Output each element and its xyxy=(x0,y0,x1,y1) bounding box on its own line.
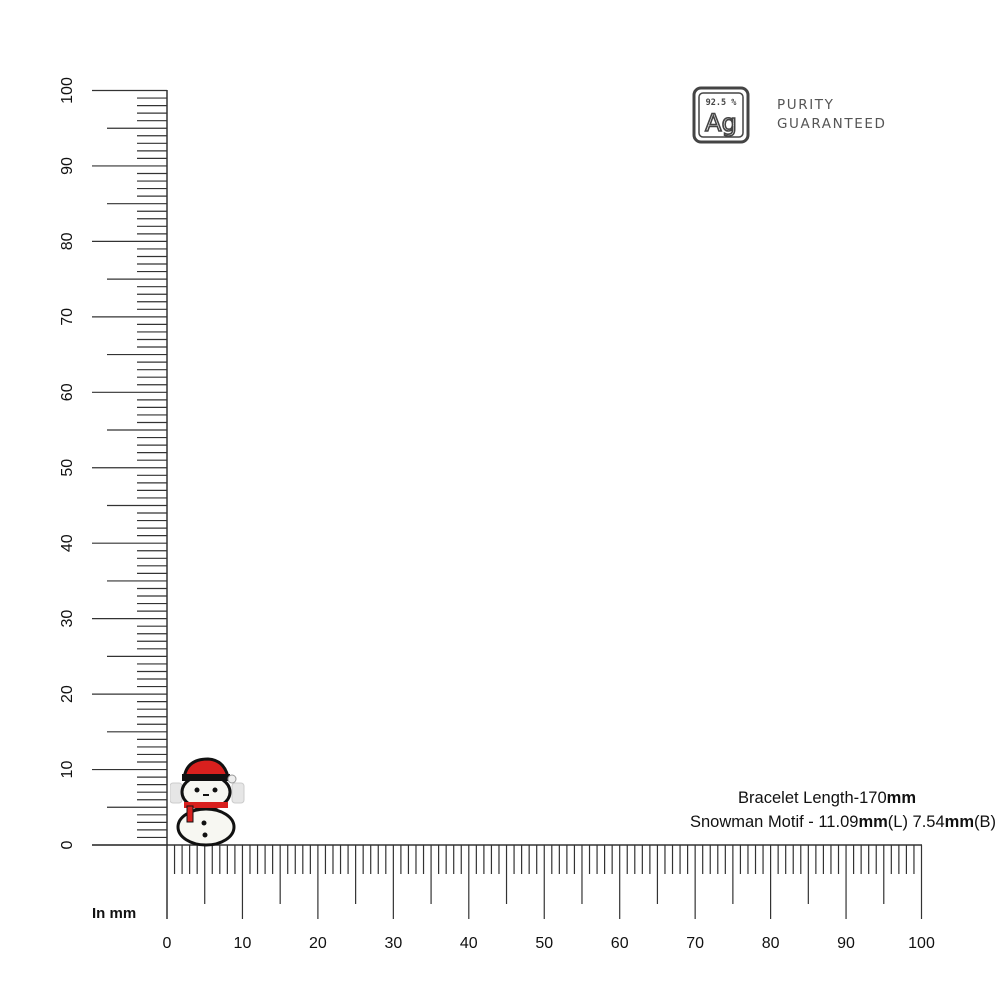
x-tick-label: 90 xyxy=(837,935,855,952)
unit-label: In mm xyxy=(92,905,137,922)
y-tick-label: 100 xyxy=(59,77,76,104)
purity-line-1: PURITY xyxy=(777,97,835,113)
motif-size: Snowman Motif - 11.09mm(L) 7.54mm(B) xyxy=(690,810,996,834)
y-tick-label: 90 xyxy=(59,157,76,175)
badge-percent: 92.5 % xyxy=(706,98,738,108)
x-tick-label: 100 xyxy=(908,935,935,952)
x-tick-label: 70 xyxy=(686,935,704,952)
y-tick-label: 40 xyxy=(59,534,76,552)
motif-length: Snowman Motif - 11.09 xyxy=(689,813,859,831)
y-tick-label: 80 xyxy=(59,232,76,250)
y-tick-label: 0 xyxy=(59,840,76,849)
snowman-motif-image xyxy=(169,757,248,847)
y-tick-label: 70 xyxy=(59,308,76,326)
y-tick-label: 10 xyxy=(59,761,76,779)
purity-line-2: GUARANTEED xyxy=(777,116,887,132)
product-dimensions: Bracelet Length-170mm Snowman Motif - 11… xyxy=(690,786,996,834)
y-tick-label: 30 xyxy=(59,610,76,628)
x-tick-label: 60 xyxy=(611,935,629,952)
x-tick-label: 30 xyxy=(384,935,402,952)
x-tick-label: 80 xyxy=(762,935,780,952)
x-tick-label: 40 xyxy=(460,935,478,952)
motif-unit: mm xyxy=(944,813,974,831)
x-tick-label: 0 xyxy=(163,935,172,952)
motif-unit: mm xyxy=(858,813,888,831)
purity-text: PURITY GUARANTEED xyxy=(777,96,886,134)
silver-purity-badge: 92.5 % Ag xyxy=(692,86,750,144)
bracelet-length: Bracelet Length-170mm xyxy=(690,786,996,810)
x-tick-label: 50 xyxy=(535,935,553,952)
bracelet-length-unit: mm xyxy=(886,789,916,807)
motif-breadth: (L) 7.54 xyxy=(887,813,945,831)
y-tick-label: 20 xyxy=(59,685,76,703)
motif-b-label: (B) xyxy=(974,813,996,831)
y-tick-label: 60 xyxy=(59,383,76,401)
badge-symbol: Ag xyxy=(705,109,737,137)
x-tick-label: 10 xyxy=(234,935,252,952)
x-tick-label: 20 xyxy=(309,935,327,952)
bracelet-length-value: Bracelet Length-170 xyxy=(738,789,887,807)
y-tick-label: 50 xyxy=(59,459,76,477)
